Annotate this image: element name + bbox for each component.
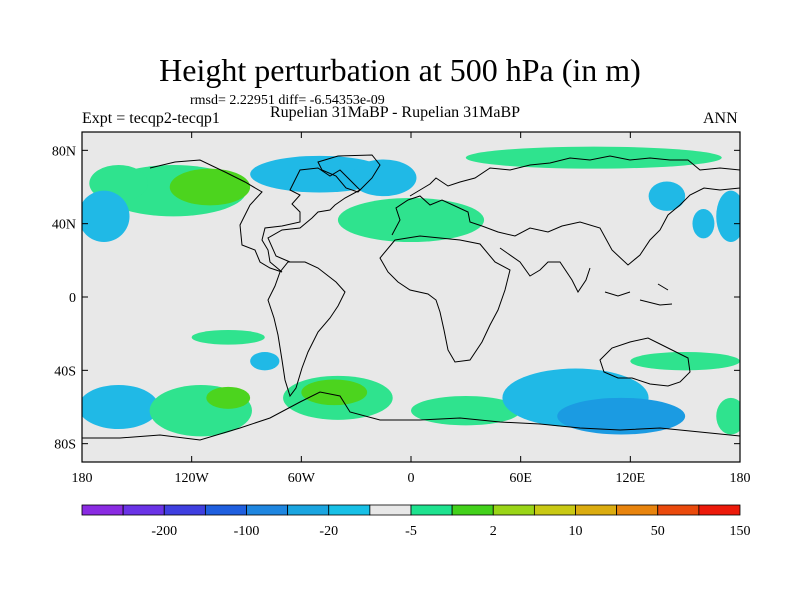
colorbar-label-5: 10 bbox=[569, 524, 583, 539]
colorbar-label-4: 2 bbox=[490, 524, 497, 539]
field-layer bbox=[82, 146, 740, 437]
field-region-14 bbox=[411, 396, 521, 426]
x-tick-label-0: 180 bbox=[72, 471, 93, 486]
y-tick-label-0: 80N bbox=[52, 144, 76, 159]
colorbar-label-7: 150 bbox=[730, 524, 751, 539]
experiment-label: Expt = tecqp2-tecqp1 bbox=[82, 110, 220, 127]
colorbar-swatch-13 bbox=[616, 504, 659, 516]
colorbar-swatch-7 bbox=[369, 504, 412, 516]
period-label: ANN bbox=[703, 110, 738, 127]
field-region-16 bbox=[557, 397, 686, 435]
x-tick-label-6: 180 bbox=[730, 471, 751, 486]
x-tick-label-5: 120E bbox=[616, 471, 646, 486]
colorbar-swatch-1 bbox=[122, 504, 165, 516]
coastline-africa bbox=[379, 235, 511, 363]
colorbar-swatch-4 bbox=[246, 504, 289, 516]
field-region-21 bbox=[648, 181, 686, 211]
field-region-8 bbox=[716, 190, 740, 242]
axis-ticks: 80N 40N 0 40S 80S 180 120W 60W 0 60E 120E 180 bbox=[52, 132, 751, 486]
field-region-19 bbox=[250, 352, 280, 371]
colorbar-label-3: -5 bbox=[405, 524, 417, 539]
coastline-greenland bbox=[317, 154, 381, 193]
colorbar-swatch-12 bbox=[575, 504, 618, 516]
colorbar-label-2: -20 bbox=[319, 524, 338, 539]
map-title: Height perturbation at 500 hPa (in m) bbox=[159, 52, 641, 88]
x-tick-label-1: 120W bbox=[175, 471, 210, 486]
coastline-north-america bbox=[149, 159, 361, 273]
coastline-australia bbox=[599, 337, 691, 387]
field-region-18 bbox=[716, 397, 740, 435]
colorbar-label-0: -200 bbox=[151, 524, 177, 539]
comparison-label: Rupelian 31MaBP - Rupelian 31MaBP bbox=[270, 104, 521, 121]
field-region-17 bbox=[630, 352, 740, 371]
colorbar-swatch-3 bbox=[204, 504, 247, 516]
y-tick-label-2: 0 bbox=[69, 291, 76, 306]
field-region-20 bbox=[191, 330, 265, 345]
colorbar-swatch-5 bbox=[287, 504, 330, 516]
field-region-1 bbox=[169, 168, 251, 206]
field-region-5 bbox=[337, 198, 485, 242]
y-tick-label-1: 40N bbox=[52, 218, 76, 233]
field-region-6 bbox=[465, 146, 722, 169]
coastline-layer bbox=[82, 154, 740, 441]
y-tick-label-3: 40S bbox=[54, 364, 76, 379]
coastline-southeast-asia bbox=[604, 283, 673, 306]
field-region-7 bbox=[82, 190, 130, 242]
colorbar-swatch-11 bbox=[533, 504, 576, 516]
colorbar-swatch-9 bbox=[451, 504, 494, 516]
x-tick-label-2: 60W bbox=[288, 471, 316, 486]
coastline-eurasia bbox=[391, 155, 740, 266]
coastline-antarctica bbox=[82, 391, 740, 441]
colorbar-swatch-6 bbox=[328, 504, 371, 516]
colorbar-swatch-0 bbox=[81, 504, 124, 516]
y-tick-label-4: 80S bbox=[54, 438, 76, 453]
colorbar-label-6: 50 bbox=[651, 524, 665, 539]
colorbar-swatch-8 bbox=[410, 504, 453, 516]
stats-label: rmsd= 2.22951 diff= -6.54353e-09 bbox=[190, 93, 385, 108]
field-region-13 bbox=[301, 379, 368, 406]
coastline-south-america bbox=[267, 261, 346, 398]
field-region-22 bbox=[692, 209, 715, 239]
coastline-arabia-india bbox=[499, 247, 591, 293]
field-region-4 bbox=[350, 159, 417, 197]
colorbar-swatch-14 bbox=[657, 504, 700, 516]
colorbar-swatch-15 bbox=[698, 504, 741, 516]
field-region-9 bbox=[82, 385, 159, 429]
x-tick-label-4: 60E bbox=[509, 471, 532, 486]
colorbar-label-1: -100 bbox=[234, 524, 260, 539]
colorbar-swatch-2 bbox=[163, 504, 206, 516]
field-region-11 bbox=[206, 386, 251, 409]
colorbar-swatch-10 bbox=[492, 504, 535, 516]
colorbar: -200 -100 -20 -5 2 10 50 150 bbox=[81, 504, 751, 539]
x-tick-label-3: 0 bbox=[408, 471, 415, 486]
